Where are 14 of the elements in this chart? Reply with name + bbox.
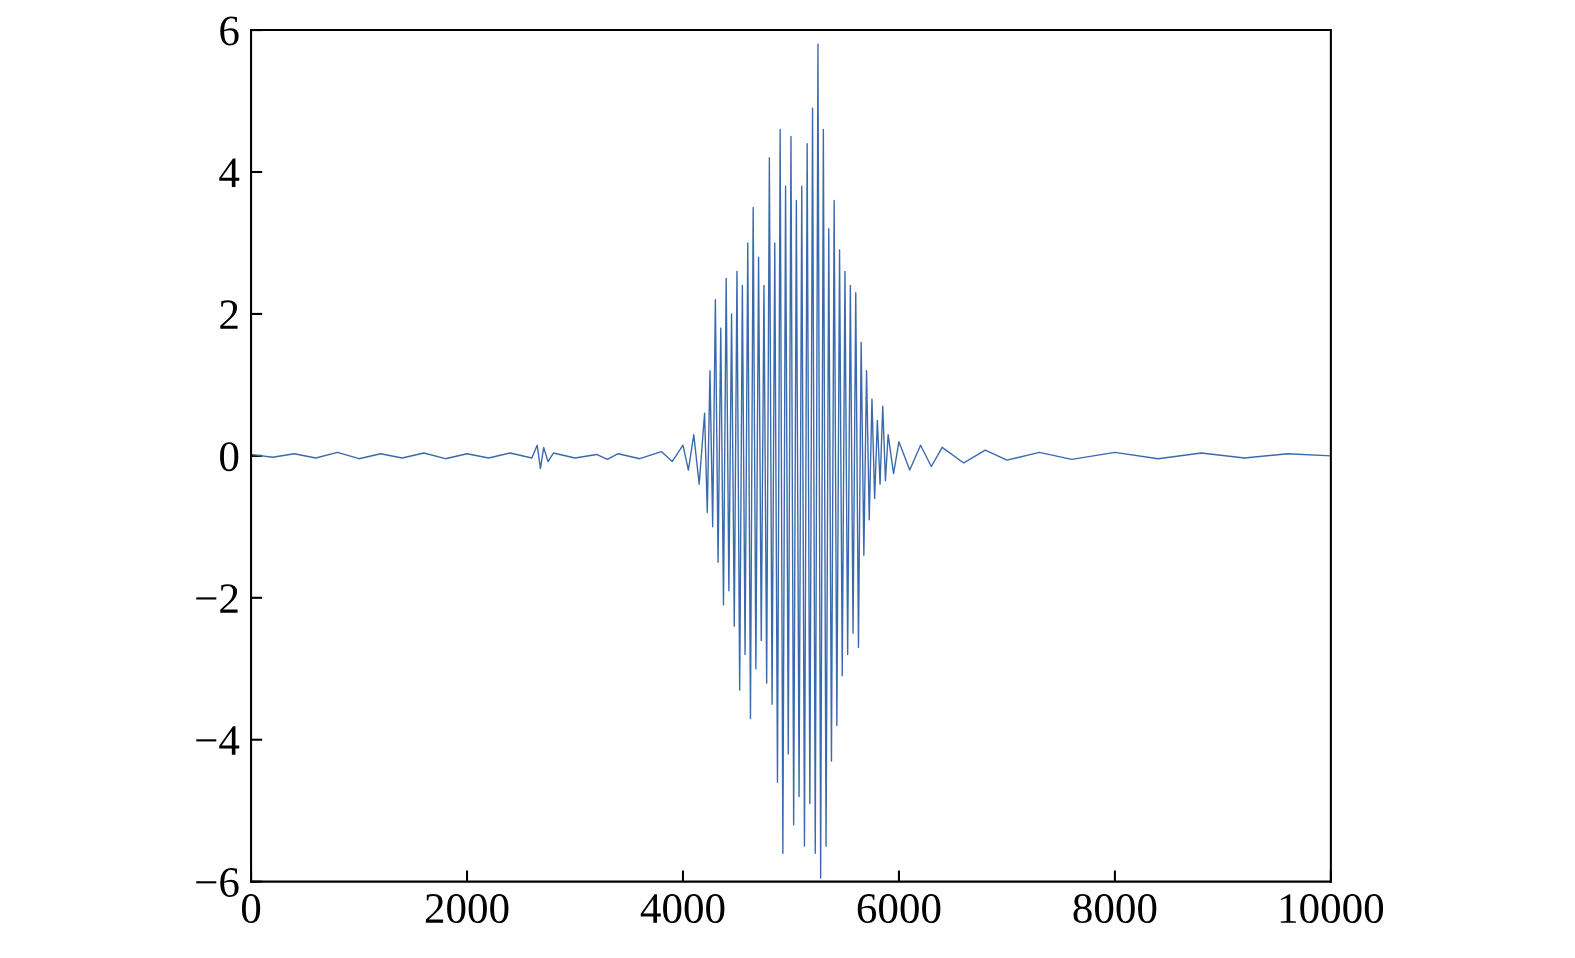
x-tick-label: 4000 [640, 894, 725, 924]
y-tick-label: 6 [220, 16, 239, 46]
y-tick-label: 2 [220, 300, 238, 329]
x-tick-label: 2000 [425, 894, 509, 924]
y-tick-label: −6 [196, 868, 239, 898]
x-tick-label: 8000 [1073, 894, 1157, 924]
y-tick-label: 0 [220, 442, 239, 472]
line-series [251, 43, 1331, 879]
y-tick-label: 4 [219, 158, 240, 187]
x-tick-label: 0 [241, 894, 261, 924]
x-tick-label: 6000 [857, 894, 941, 924]
x-tick-label: 10000 [1280, 894, 1384, 924]
y-tick-label: −2 [196, 584, 238, 613]
y-tick-label: −4 [196, 726, 240, 755]
